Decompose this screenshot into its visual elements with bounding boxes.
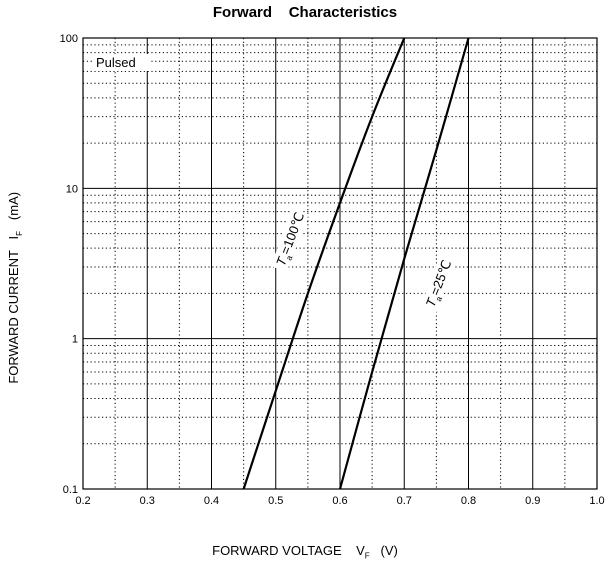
pulsed-annotation: Pulsed	[96, 55, 136, 70]
chart-title: Forward Characteristics	[212, 4, 398, 21]
grid	[83, 38, 597, 489]
x-tick-label: 0.7	[397, 495, 412, 507]
x-tick-label: 0.4	[204, 495, 219, 507]
series-line-ta-25	[338, 37, 470, 490]
plot-frame	[82, 37, 598, 490]
series-line-ta-100	[242, 37, 406, 490]
y-tick-label: 10	[66, 183, 78, 195]
x-tick-label: 0.6	[332, 495, 347, 507]
x-tick-label: 0.3	[140, 495, 155, 507]
x-tick-label: 1.0	[589, 495, 604, 507]
svg-text:Ta=25℃: Ta=25℃	[423, 258, 457, 310]
x-tick-label: 0.8	[461, 495, 476, 507]
y-tick-label: 0.1	[63, 484, 78, 496]
y-axis-label: FORWARD CURRENT IF (mA)	[6, 191, 24, 384]
series-label-ta-100: Ta=100℃	[270, 208, 310, 273]
x-tick-label: 0.9	[525, 495, 540, 507]
x-axis-label: FORWARD VOLTAGE VF (V)	[212, 543, 398, 561]
x-tick-label: 0.5	[268, 495, 283, 507]
y-tick-label: 1	[72, 334, 78, 346]
annotation-background	[93, 54, 151, 71]
tick-labels: 0.2 0.3 0.4 0.5 0.6 0.7 0.8 0.9 1.0 0.1 1 10 100	[60, 33, 605, 507]
series-lines	[242, 37, 470, 490]
series-label-ta-25: Ta=25℃	[420, 249, 459, 314]
series-labels: Ta=100℃ Ta=25℃	[270, 208, 459, 314]
x-tick-label: 0.2	[75, 495, 90, 507]
svg-text:Ta=100℃: Ta=100℃	[273, 210, 310, 269]
y-tick-label: 100	[60, 33, 78, 45]
